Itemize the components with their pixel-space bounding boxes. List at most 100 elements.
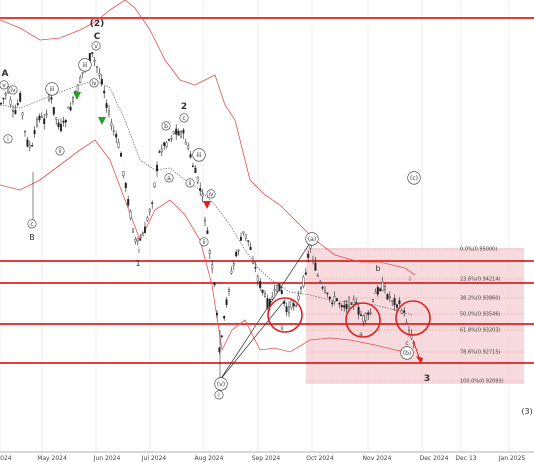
candle-body	[273, 288, 276, 291]
candle	[79, 74, 82, 84]
candle-body	[405, 322, 408, 325]
candle-body	[43, 118, 46, 124]
fib-label: 100.0%(0.92093)	[460, 379, 504, 385]
candle-body	[64, 120, 67, 123]
candle-body	[369, 312, 372, 315]
candle	[393, 294, 396, 311]
candle	[175, 124, 178, 140]
candle	[55, 117, 58, 126]
candle-body	[350, 303, 353, 305]
wave-label: c	[405, 340, 408, 347]
fib-levels: 0.0%(0.95000) 23.6%(0.94214) 38.2%(0.93860…	[306, 247, 524, 385]
candle-body	[45, 113, 48, 116]
candle	[369, 308, 372, 316]
candle	[167, 138, 170, 142]
candle-body	[38, 115, 41, 121]
candle	[158, 149, 161, 154]
candle	[0, 102, 2, 106]
candle	[227, 287, 230, 296]
candle	[110, 118, 113, 131]
candle	[43, 113, 46, 130]
candle	[213, 281, 216, 287]
fib-label: 23.6%(0.94214)	[460, 277, 501, 283]
candle	[276, 284, 279, 293]
candle	[400, 308, 403, 315]
candle-body	[199, 188, 202, 191]
candle	[9, 96, 12, 108]
wave-label: iii	[49, 86, 54, 93]
fib-label: 38.2%(0.93860)	[460, 296, 501, 302]
candle	[62, 116, 65, 127]
candle-body	[316, 275, 319, 277]
wave-label: B	[29, 233, 35, 242]
candle	[136, 237, 139, 246]
candle-body	[189, 154, 192, 158]
candle-body	[107, 110, 110, 115]
candle	[211, 260, 214, 274]
candle	[232, 260, 235, 271]
candle	[376, 285, 379, 297]
candle-body	[143, 226, 146, 234]
candle	[261, 289, 264, 296]
candle	[179, 130, 182, 139]
candle	[343, 300, 346, 312]
candle-body	[319, 281, 322, 283]
wave-label: v	[94, 43, 98, 50]
candle	[117, 138, 120, 149]
candle	[326, 292, 329, 298]
wave-label: ii	[188, 180, 192, 187]
candle-body	[367, 312, 370, 315]
candle	[163, 141, 166, 150]
candle-body	[182, 129, 185, 134]
candle	[103, 86, 106, 99]
candle	[355, 297, 358, 305]
candle-body	[71, 97, 74, 103]
candle	[40, 112, 43, 119]
candle-body	[312, 259, 315, 262]
candle	[4, 91, 7, 100]
candle-body	[208, 250, 211, 254]
candle	[379, 287, 382, 292]
candle-body	[179, 131, 182, 138]
fib-label: 78.6%(0.92715)	[460, 350, 501, 356]
wave-label-circle	[27, 219, 37, 229]
candle-body	[251, 261, 254, 264]
wave-label: a	[359, 331, 363, 338]
candle-body	[48, 94, 51, 101]
wave-label-circle	[161, 121, 171, 131]
candle-body	[165, 142, 168, 147]
lower-band	[0, 139, 413, 353]
candle-body	[105, 103, 108, 109]
candle	[302, 275, 305, 289]
wave-label-circle	[91, 41, 101, 51]
candle	[345, 299, 348, 314]
candle-body	[304, 272, 307, 275]
fib-zone	[306, 248, 524, 384]
x-tick-label: Dec 13	[455, 455, 476, 462]
candle	[357, 302, 360, 320]
x-tick-label: Jun 2024	[93, 455, 121, 462]
candle-body	[148, 209, 151, 213]
wave-label: iii	[82, 62, 87, 69]
candle-body	[398, 300, 401, 305]
x-tick-label: Jan 2025	[498, 455, 526, 462]
candle	[31, 142, 34, 147]
candle	[403, 306, 406, 317]
projection-arrowhead	[416, 356, 423, 364]
candle-body	[191, 165, 194, 168]
candle-body	[242, 231, 245, 233]
candle-body	[220, 335, 223, 338]
candle	[11, 104, 14, 118]
candle-body	[230, 270, 233, 274]
candle	[76, 83, 79, 92]
trend-line	[219, 242, 311, 381]
candle-body	[81, 72, 84, 74]
candle	[290, 300, 293, 310]
candle-body	[170, 137, 173, 140]
candle-body	[115, 133, 118, 138]
candle	[19, 90, 22, 103]
candle-body	[98, 73, 101, 76]
candle-body	[280, 290, 283, 294]
candle-body	[55, 117, 58, 120]
x-tick-label: Aug 2024	[195, 455, 224, 462]
